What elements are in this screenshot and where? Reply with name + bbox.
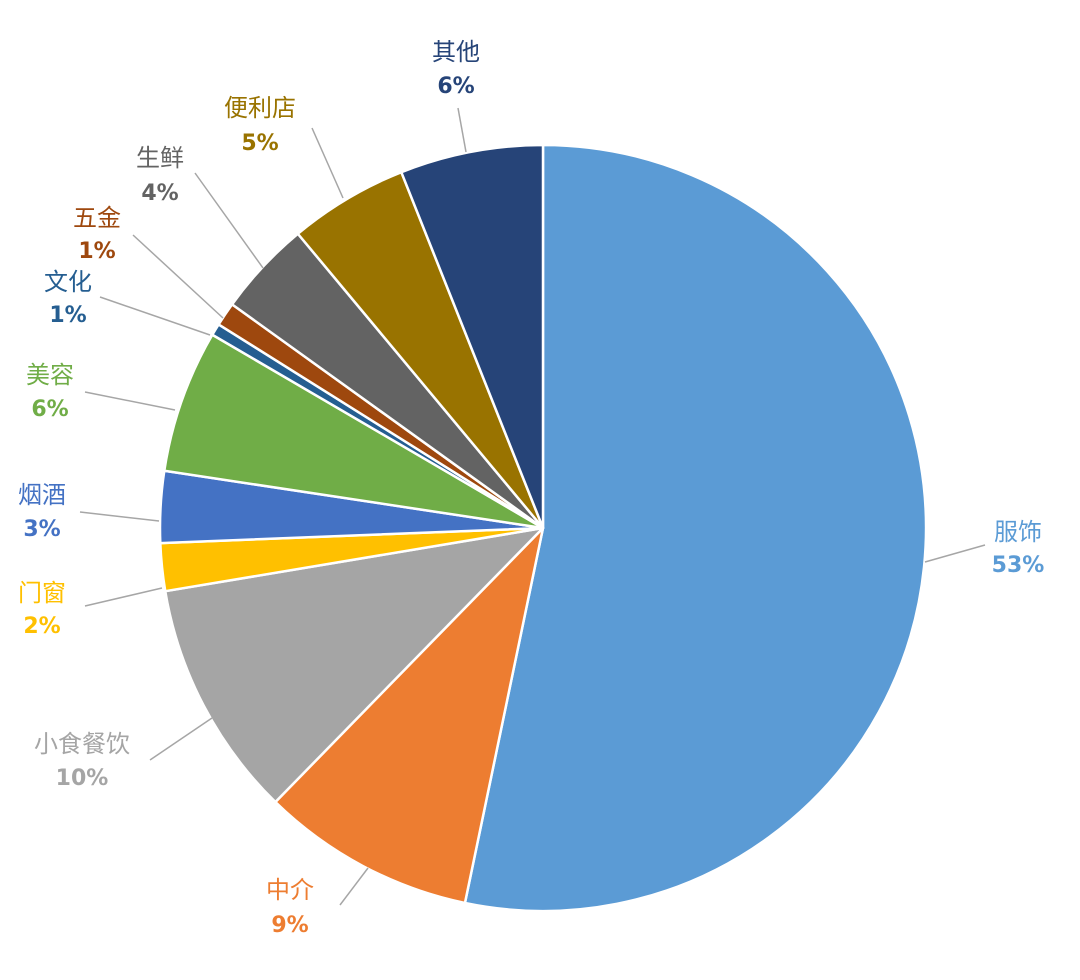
leader-line-6 xyxy=(84,391,176,411)
leader-line-2 xyxy=(339,867,369,906)
pie-slices xyxy=(158,143,928,913)
slice-label-percent: 2% xyxy=(23,614,60,639)
leader-line-11 xyxy=(457,107,467,153)
leader-line-8 xyxy=(132,234,224,319)
leader-line-4 xyxy=(84,587,163,607)
leader-line-10 xyxy=(311,127,344,199)
slice-labels: 服饰 53% 中介 9% 小食餐饮 10% 门窗 2% 烟酒 3% 美容 6% 文化 1% 五金 1% 生鲜 4%… xyxy=(18,38,1044,938)
slice-label-name: 便利店 xyxy=(224,94,296,122)
slice-label-name: 烟酒 xyxy=(18,481,66,509)
slice-label-name: 五金 xyxy=(73,204,121,232)
pie-slice-1 xyxy=(463,143,928,913)
slice-label-percent: 3% xyxy=(23,517,60,542)
leader-line-7 xyxy=(99,296,211,336)
slice-label-percent: 9% xyxy=(271,913,308,938)
slice-label-percent: 5% xyxy=(241,131,278,156)
slice-label-name: 小食餐饮 xyxy=(34,730,130,758)
slice-label-percent: 1% xyxy=(78,239,115,264)
pie-slice-6 xyxy=(163,333,545,530)
slice-label-name: 美容 xyxy=(26,361,74,389)
slice-label-percent: 6% xyxy=(31,397,68,422)
slice-label-name: 中介 xyxy=(266,876,314,904)
slice-label-name: 服饰 xyxy=(994,518,1042,546)
slice-label-percent: 4% xyxy=(141,181,178,206)
slice-label-percent: 1% xyxy=(49,303,86,328)
pie-slice-11 xyxy=(400,143,545,530)
leader-line-5 xyxy=(79,511,160,522)
slice-label-name: 门窗 xyxy=(18,579,66,607)
leader-line-9 xyxy=(194,172,264,269)
slice-label-percent: 6% xyxy=(437,74,474,99)
slice-label-percent: 10% xyxy=(56,766,109,791)
pie-slice-2 xyxy=(274,526,545,905)
leader-lines xyxy=(79,107,986,906)
slice-label-percent: 53% xyxy=(992,553,1045,578)
slice-label-name: 其他 xyxy=(432,38,480,66)
leader-line-1 xyxy=(924,544,986,563)
pie-slice-3 xyxy=(164,526,545,804)
slice-label-name: 文化 xyxy=(44,268,92,296)
slice-label-name: 生鲜 xyxy=(136,144,184,172)
leader-line-3 xyxy=(149,717,213,761)
